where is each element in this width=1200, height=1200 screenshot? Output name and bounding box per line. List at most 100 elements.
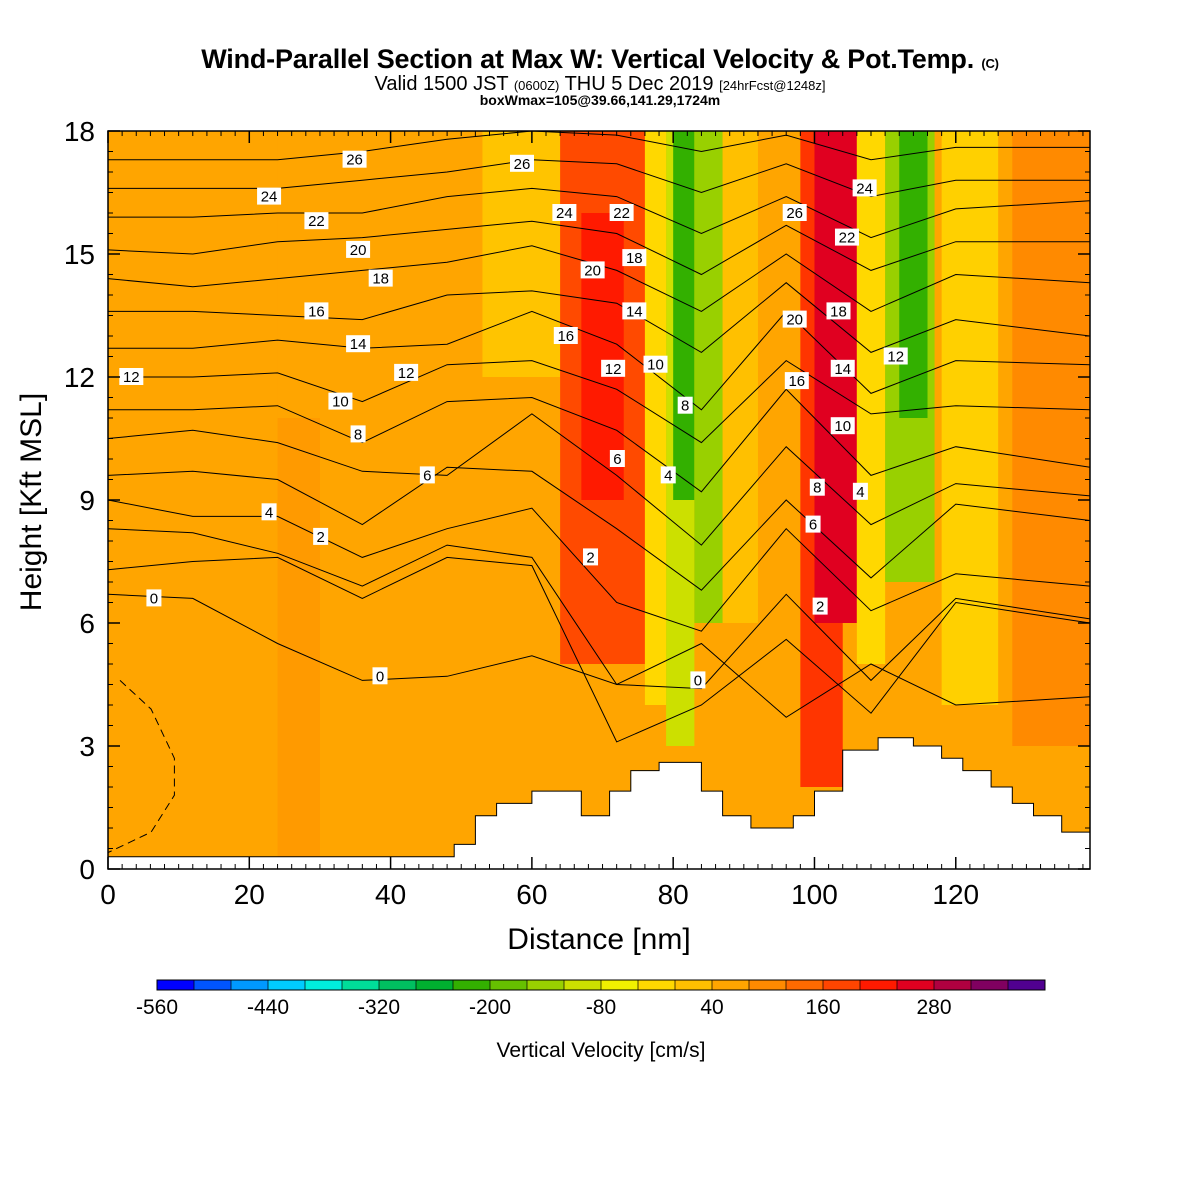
x-tick-label: 100	[791, 879, 838, 910]
x-tick-label: 40	[375, 879, 406, 910]
contour-label-text: 14	[350, 336, 367, 353]
contour-label-text: 26	[346, 152, 363, 169]
contour-label-box	[583, 548, 599, 566]
isentrope-12	[108, 187, 1090, 239]
x-tick-label: 120	[932, 879, 979, 910]
contour-label-33: 20	[782, 310, 807, 329]
contour-label-box	[609, 450, 625, 467]
colorbar-swatch-6	[379, 980, 417, 990]
contour-label-box	[826, 302, 851, 320]
contour-label-box	[328, 392, 353, 410]
contour-label-box	[553, 327, 578, 344]
contour-label-text: 10	[332, 394, 349, 411]
contour-label-box	[852, 482, 868, 500]
contour-label-21: 12	[883, 347, 908, 366]
contour-label-box	[394, 363, 419, 381]
contour-label-box	[304, 302, 329, 320]
contour-label-box	[660, 466, 676, 484]
contour-label-38: 24	[552, 204, 577, 222]
contour-label-text: 14	[626, 303, 643, 320]
velocity-band-11	[814, 131, 857, 623]
contour-label-22: 14	[346, 335, 371, 353]
contour-label-text: 10	[834, 418, 851, 435]
contour-label-41: 26	[509, 154, 534, 173]
y-tick-label: 15	[64, 239, 95, 270]
contour-label-39: 24	[852, 179, 877, 197]
contour-label-24: 14	[830, 359, 855, 378]
colorbar-tick-label: -80	[586, 996, 616, 1019]
contour-label-18: 12	[119, 368, 144, 386]
contour-label-23: 14	[622, 302, 647, 320]
contour-label-text: 14	[834, 361, 851, 378]
contour-label-34: 22	[304, 212, 329, 230]
colorbar-swatch-14	[675, 980, 713, 990]
contour-label-box	[257, 187, 282, 205]
contour-label-box	[834, 228, 859, 246]
contour-label-box	[643, 355, 668, 373]
contour-label-text: 8	[681, 398, 689, 415]
contour-label-text: 2	[316, 529, 324, 546]
x-axis-title: Distance [nm]	[507, 923, 690, 956]
colorbar-swatch-21	[934, 980, 972, 990]
y-tick-label: 18	[64, 116, 95, 147]
y-axis-title: Height [Kft MSL]	[15, 393, 48, 611]
velocity-band-0	[108, 131, 278, 869]
contour-label-box	[782, 204, 807, 221]
contour-label-text: 12	[605, 361, 622, 378]
colorbar-swatch-1	[194, 980, 232, 990]
contour-label-box	[146, 589, 162, 607]
contour-label-text: 24	[556, 205, 573, 222]
x-tick-label: 60	[516, 879, 547, 910]
contour-label-box	[350, 425, 366, 443]
valid-utc: (0600Z)	[513, 78, 560, 93]
velocity-band-12	[856, 131, 886, 664]
contour-label-box	[622, 249, 647, 267]
contour-label-text: 0	[376, 668, 384, 685]
contour-label-box	[805, 515, 821, 533]
contour-label-10: 6	[609, 450, 625, 468]
contour-label-box	[342, 150, 367, 168]
contour-label-27: 16	[784, 372, 809, 390]
isentrope-contours	[108, 131, 1090, 854]
contour-label-text: 22	[613, 205, 630, 222]
contour-label-box	[509, 154, 534, 172]
valid-date: THU 5 Dec 2019	[564, 73, 714, 95]
contour-label-text: 16	[788, 373, 805, 390]
contour-label-text: 22	[839, 230, 856, 247]
contour-label-1: 0	[372, 667, 388, 685]
colorbar-tick-label: -320	[358, 996, 400, 1019]
contour-label-box	[852, 179, 877, 197]
contour-label-text: 6	[613, 451, 621, 468]
contour-label-4: 2	[583, 548, 599, 566]
copyright-mark: (C)	[981, 56, 999, 71]
contour-label-11: 6	[805, 515, 821, 534]
contour-label-42: 26	[782, 204, 807, 222]
contour-label-box	[690, 671, 706, 689]
isentrope-6	[108, 388, 1090, 493]
contour-label-16: 10	[643, 355, 668, 374]
contour-label-box	[119, 368, 144, 385]
y-tick-label: 9	[79, 485, 95, 516]
contour-label-text: 2	[816, 599, 824, 616]
contour-label-3: 2	[313, 527, 329, 546]
contour-label-box	[304, 212, 329, 230]
contour-label-text: 18	[626, 250, 643, 267]
contour-label-box	[346, 335, 371, 353]
contour-label-box	[601, 359, 626, 377]
colorbar-tick-label: -440	[247, 996, 289, 1019]
contour-label-text: 26	[514, 156, 531, 173]
contour-label-15: 10	[328, 392, 353, 411]
velocity-band-1	[277, 418, 320, 869]
contour-label-17: 10	[830, 417, 855, 435]
contour-label-box	[677, 396, 693, 414]
colorbar-tick-label: 280	[916, 996, 951, 1019]
y-tick-label: 0	[79, 854, 95, 885]
contour-label-box	[809, 478, 825, 496]
contour-label-text: 4	[265, 504, 273, 521]
contour-label-box	[552, 204, 577, 221]
colorbar-swatch-20	[897, 980, 935, 990]
velocity-band-2	[482, 131, 561, 377]
contour-label-text: 4	[856, 484, 864, 501]
isentrope-10	[108, 245, 1090, 312]
